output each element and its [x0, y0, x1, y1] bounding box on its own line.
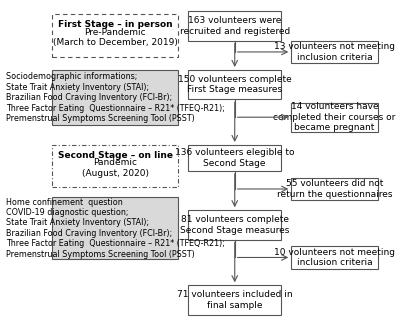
- Text: Second Stage – on line: Second Stage – on line: [58, 151, 173, 160]
- FancyBboxPatch shape: [291, 178, 378, 200]
- FancyBboxPatch shape: [291, 246, 378, 269]
- Text: 136 volunteers elegible to
Second Stage: 136 volunteers elegible to Second Stage: [175, 148, 294, 168]
- Text: 81 volunteers complete
Second Stage measures: 81 volunteers complete Second Stage meas…: [180, 215, 290, 235]
- Text: Pandemic
(August, 2020): Pandemic (August, 2020): [82, 158, 149, 178]
- Text: 150 volunteers complete
First Stage measures: 150 volunteers complete First Stage meas…: [178, 75, 292, 94]
- Text: Home confinement  question
COVID-19 diagnostic question;
State Trait Anxiety Inv: Home confinement question COVID-19 diagn…: [6, 198, 225, 259]
- Text: Pre-Pandemic
(March to December, 2019): Pre-Pandemic (March to December, 2019): [53, 28, 178, 47]
- FancyBboxPatch shape: [52, 70, 178, 125]
- FancyBboxPatch shape: [188, 285, 281, 315]
- FancyBboxPatch shape: [52, 145, 178, 187]
- FancyBboxPatch shape: [188, 145, 281, 171]
- Text: 55 volunteers did not
return the questionnaires: 55 volunteers did not return the questio…: [276, 179, 392, 199]
- FancyBboxPatch shape: [188, 11, 281, 40]
- FancyBboxPatch shape: [52, 197, 178, 259]
- Text: 71 volunteers included in
final sample: 71 volunteers included in final sample: [177, 290, 292, 310]
- FancyBboxPatch shape: [52, 14, 178, 57]
- Text: 163 volunteers were
recruited and registered: 163 volunteers were recruited and regist…: [180, 16, 290, 36]
- Text: 10 volunteers not meeting
inclusion criteria: 10 volunteers not meeting inclusion crit…: [274, 248, 395, 267]
- FancyBboxPatch shape: [188, 70, 281, 99]
- Text: 14 volunteers have
completed their courses or
became pregnant: 14 volunteers have completed their cours…: [273, 102, 396, 132]
- Text: Sociodemographic informations;
State Trait Anxiety Inventory (STAI);
Brazilian F: Sociodemographic informations; State Tra…: [6, 72, 225, 123]
- Text: 13 volunteers not meeting
inclusion criteria: 13 volunteers not meeting inclusion crit…: [274, 42, 395, 62]
- FancyBboxPatch shape: [291, 103, 378, 132]
- FancyBboxPatch shape: [291, 40, 378, 63]
- Text: First Stage – in person: First Stage – in person: [58, 20, 172, 29]
- FancyBboxPatch shape: [188, 210, 281, 240]
